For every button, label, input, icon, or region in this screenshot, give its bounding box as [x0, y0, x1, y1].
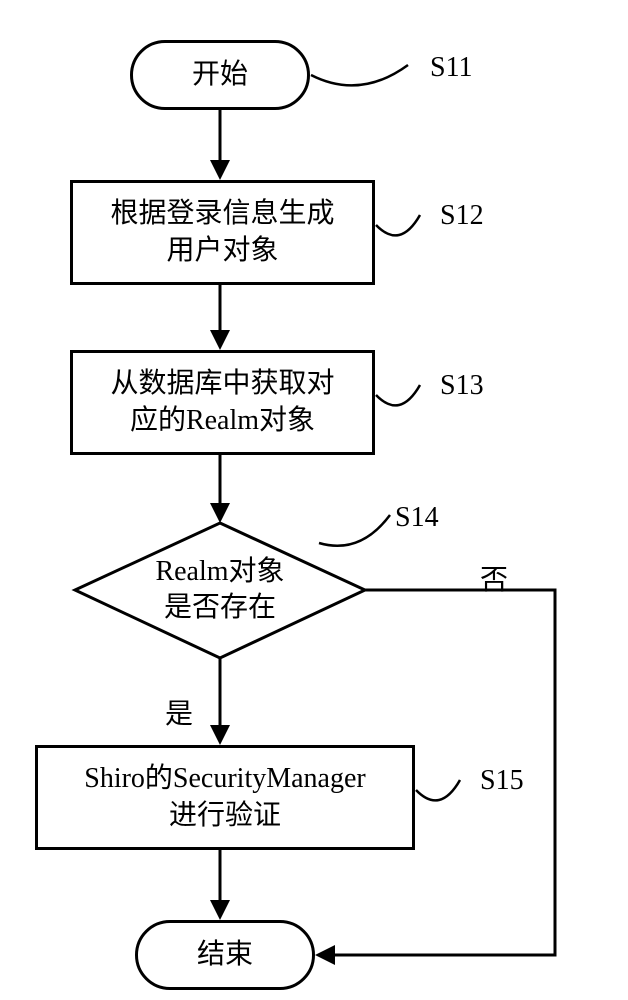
- s13-text: 从数据库中获取对 应的Realm对象: [110, 366, 334, 439]
- label-s15: S15: [480, 765, 524, 797]
- decision-node: [75, 523, 365, 658]
- start-node: 开始: [130, 40, 310, 110]
- s15-node: Shiro的SecurityManager 进行验证: [35, 745, 415, 850]
- s13-node: 从数据库中获取对 应的Realm对象: [70, 350, 375, 455]
- edge-yes: 是: [165, 692, 193, 732]
- s12-node: 根据登录信息生成 用户对象: [70, 180, 375, 285]
- s15-text: Shiro的SecurityManager 进行验证: [84, 761, 366, 834]
- end-text: 结束: [197, 937, 253, 973]
- s12-text: 根据登录信息生成 用户对象: [110, 196, 334, 269]
- connector-layer: [0, 0, 628, 1000]
- flowchart-canvas: 开始 S11 根据登录信息生成 用户对象 S12 从数据库中获取对 应的Real…: [0, 0, 628, 1000]
- label-s13: S13: [440, 370, 484, 402]
- edge-no: 否: [480, 558, 508, 598]
- start-text: 开始: [192, 57, 248, 93]
- s14-text: Realm对象 是否存在: [155, 554, 284, 627]
- end-node: 结束: [135, 920, 315, 990]
- label-s12: S12: [440, 200, 484, 232]
- s14-text-box: Realm对象 是否存在: [75, 545, 365, 635]
- label-s14: S14: [395, 502, 439, 534]
- label-s11: S11: [430, 52, 473, 84]
